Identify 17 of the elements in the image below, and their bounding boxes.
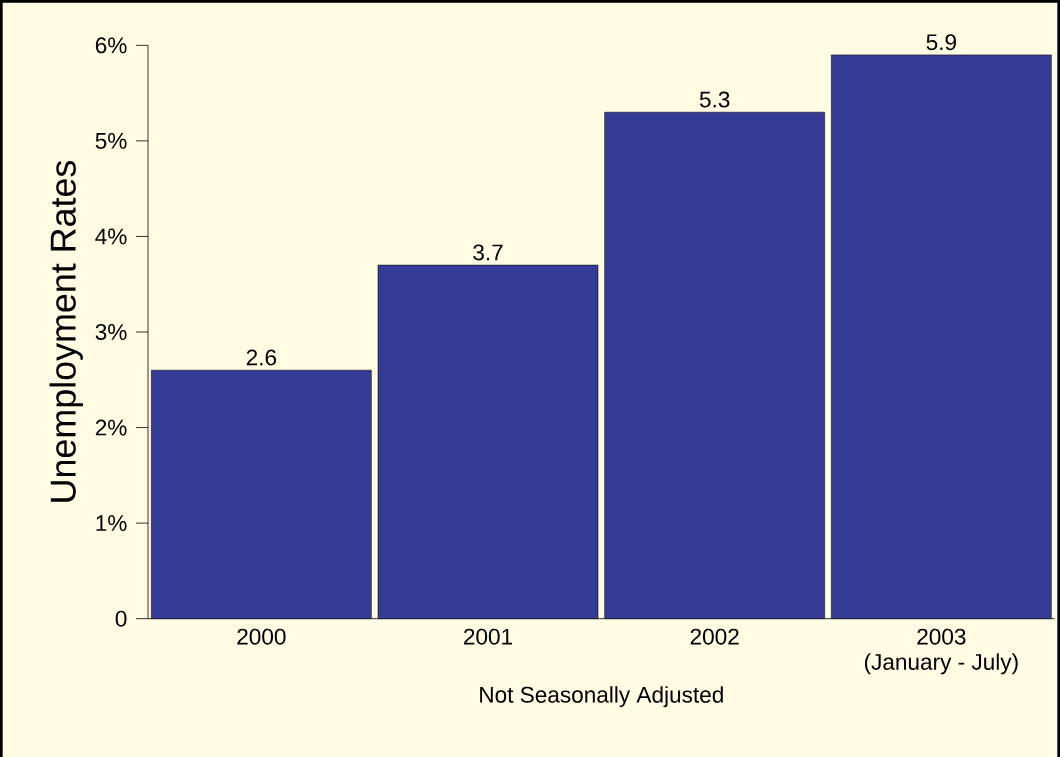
y-tick-label: 4% — [95, 228, 127, 245]
x-tick-label: 2002 — [690, 628, 739, 645]
y-tick-label: 5% — [95, 132, 127, 149]
y-tick-label: 0 — [115, 610, 127, 627]
y-tick-label: 1% — [96, 515, 127, 531]
x-tick-label: 2003 (January - July) — [864, 628, 1018, 675]
data-label: 3.7 — [473, 244, 503, 261]
y-axis-title: Unemployment Rates — [49, 160, 83, 502]
y-tick-label: 3% — [95, 323, 127, 340]
y-tick-label: 2% — [95, 419, 127, 436]
y-tick-label: 6% — [95, 37, 127, 54]
data-label: 5.9 — [926, 34, 956, 51]
x-axis-title: Not Seasonally Adjusted — [480, 685, 723, 708]
data-label: 2.6 — [246, 349, 277, 366]
x-tick-label: 2001 — [464, 628, 513, 645]
x-tick-label: 2000 — [237, 628, 286, 645]
data-label: 5.3 — [699, 91, 730, 108]
